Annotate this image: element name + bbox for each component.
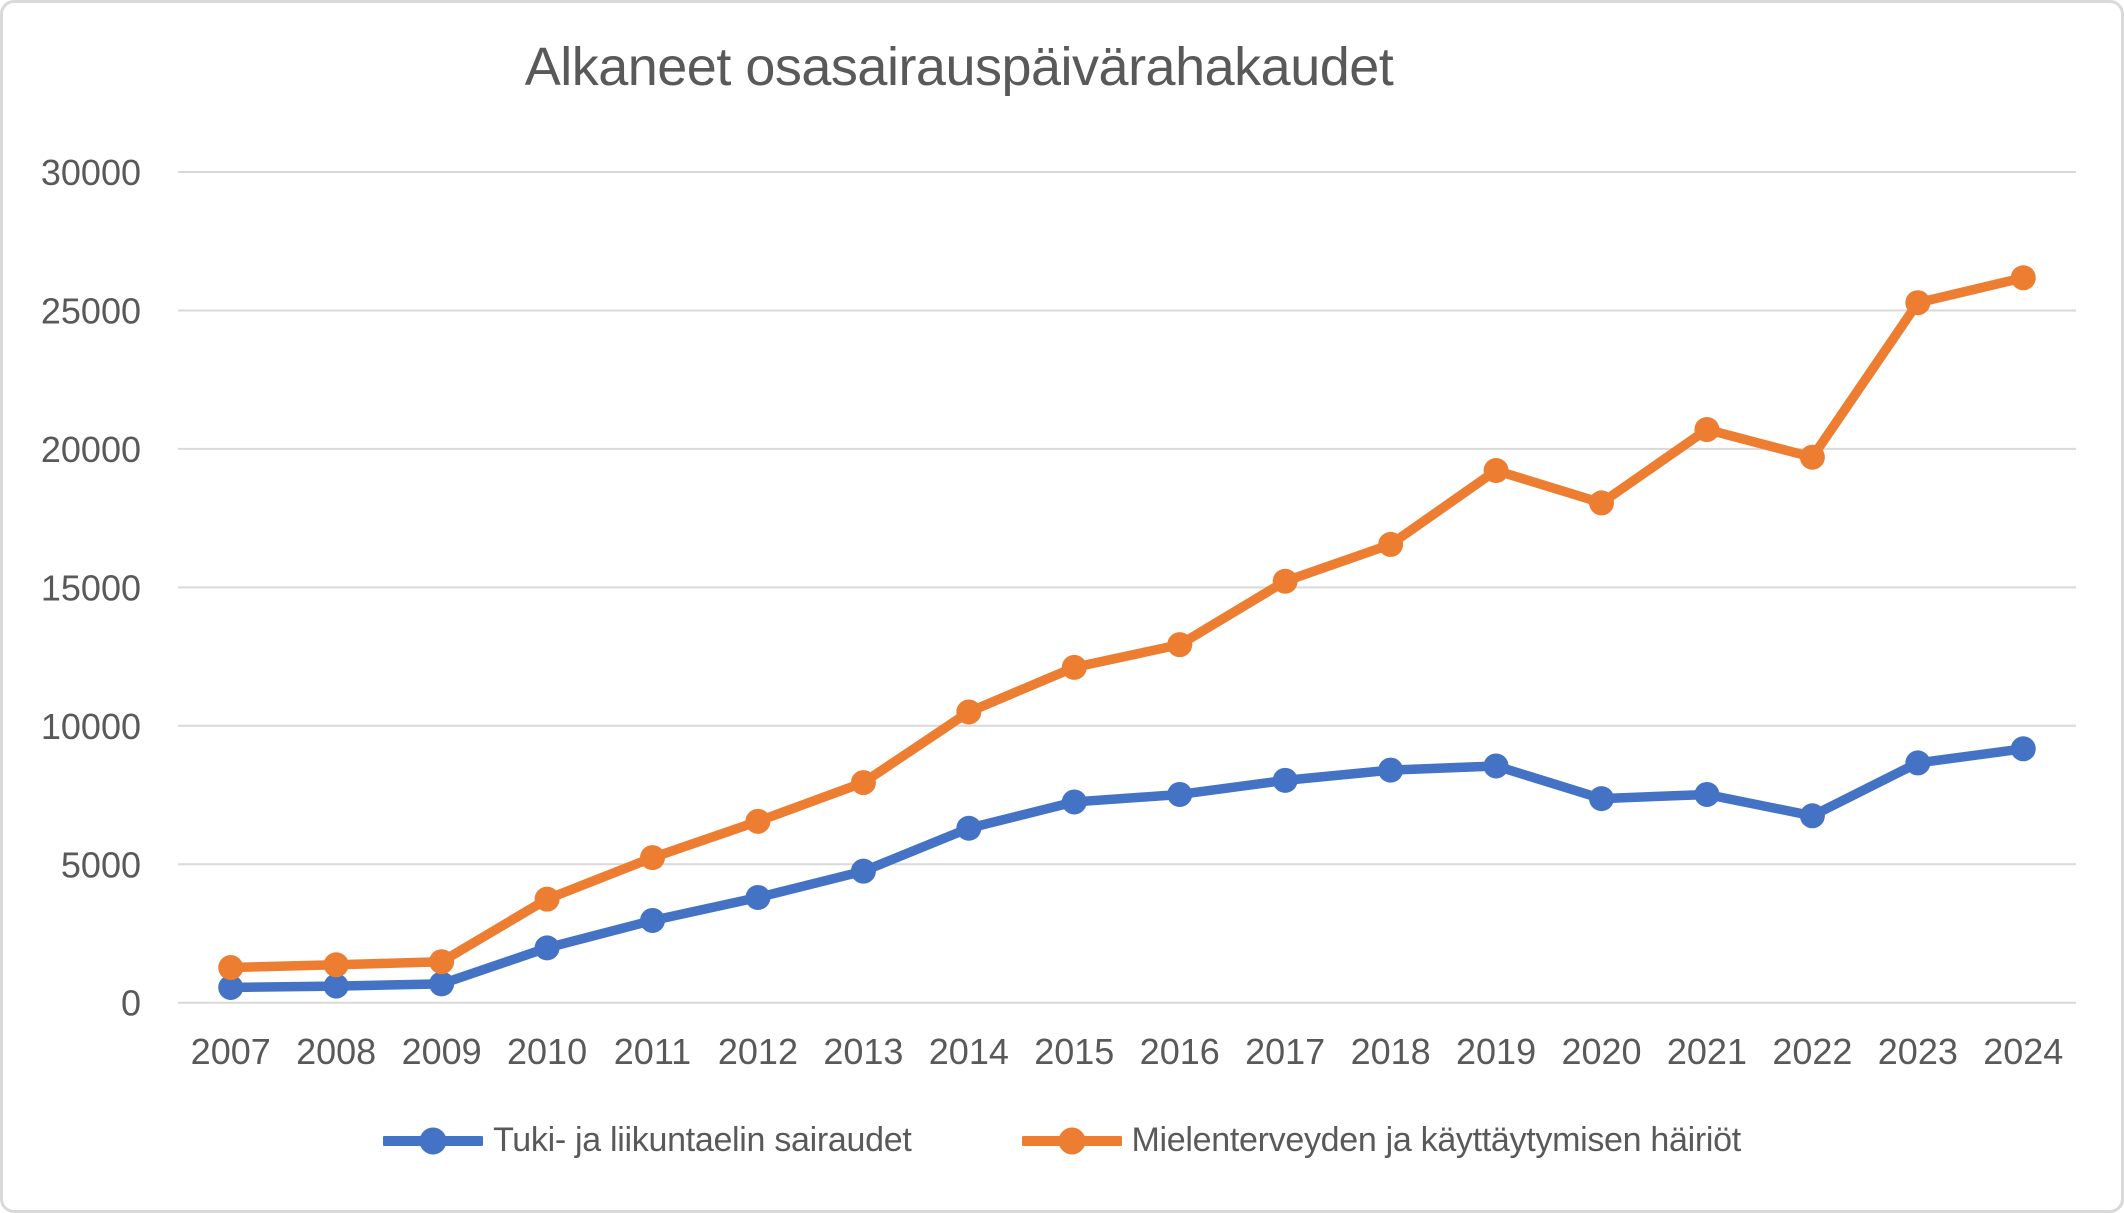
x-axis-tick-label: 2011	[614, 1031, 691, 1072]
legend-item-label: Tuki- ja liikuntaelin sairaudet	[493, 1121, 912, 1159]
y-axis-labels-group: 0 5000 10000 15000 20000 25000 30000	[41, 152, 141, 1024]
x-axis-tick-label: 2009	[402, 1031, 482, 1072]
series-group	[218, 265, 2036, 1000]
x-axis-tick-label: 2016	[1140, 1031, 1220, 1072]
data-point-marker	[429, 949, 455, 975]
data-point-marker	[323, 973, 349, 999]
data-point-marker	[2010, 736, 2036, 762]
y-axis-tick-label: 25000	[41, 290, 141, 331]
data-point-marker	[1378, 531, 1404, 557]
data-point-marker	[1167, 781, 1193, 807]
data-point-marker	[1061, 654, 1087, 680]
x-axis-tick-label: 2023	[1878, 1031, 1958, 1072]
x-axis-tick-label: 2007	[191, 1031, 271, 1072]
gridlines-group	[178, 171, 2076, 1004]
data-point-marker	[1694, 781, 1720, 807]
data-point-marker	[745, 884, 771, 910]
x-axis-tick-label: 2015	[1034, 1031, 1114, 1072]
x-axis-tick-label: 2014	[929, 1031, 1009, 1072]
x-axis-tick-label: 2013	[823, 1031, 903, 1072]
x-axis-tick-label: 2020	[1561, 1031, 1641, 1072]
legend: Tuki- ja liikuntaelin sairaudet Mielente…	[3, 1121, 2121, 1160]
data-point-marker	[1589, 786, 1614, 812]
y-axis-tick-label: 0	[121, 983, 141, 1024]
y-axis-tick-label: 5000	[61, 844, 141, 885]
data-point-marker	[2010, 265, 2036, 291]
x-axis-tick-label: 2022	[1772, 1031, 1852, 1072]
data-point-marker	[429, 971, 455, 997]
data-point-marker	[1905, 290, 1931, 316]
data-point-marker	[534, 935, 560, 961]
x-axis-tick-label: 2012	[718, 1031, 798, 1072]
data-point-marker	[1483, 457, 1509, 483]
legend-item-mental-disorders: Mielenterveyden ja käyttäytymisen häiriö…	[1021, 1121, 1742, 1160]
x-axis-labels-group: 2007 2008 2009 2010 2011 2012 2013 2014 2015 2016…	[191, 1031, 2064, 1072]
chart-title: Alkaneet osasairauspäivärahakaudet	[524, 37, 1394, 97]
x-axis-tick-label: 2024	[1983, 1031, 2063, 1072]
x-axis-tick-label: 2019	[1456, 1031, 1536, 1072]
data-point-marker	[1378, 757, 1404, 783]
data-point-marker	[534, 886, 560, 912]
x-axis-tick-label: 2017	[1245, 1031, 1325, 1072]
y-axis-tick-label: 30000	[41, 152, 141, 193]
x-axis-tick-label: 2021	[1667, 1031, 1747, 1072]
x-axis-tick-label: 2010	[507, 1031, 587, 1072]
y-axis-tick-label: 15000	[41, 567, 141, 608]
legend-item-musculoskeletal: Tuki- ja liikuntaelin sairaudet	[383, 1121, 912, 1160]
data-point-marker	[640, 907, 665, 933]
data-point-marker	[323, 952, 349, 978]
x-axis-tick-label: 2008	[296, 1031, 376, 1072]
data-point-marker	[1061, 789, 1087, 815]
series-line-0	[225, 744, 2029, 993]
data-point-marker	[1272, 568, 1298, 594]
data-point-marker	[745, 808, 771, 834]
data-point-marker	[1799, 803, 1825, 829]
legend-line-marker-icon	[1021, 1127, 1122, 1154]
y-axis-tick-label: 10000	[41, 706, 141, 747]
data-point-marker	[1589, 490, 1614, 516]
legend-item-label: Mielenterveyden ja käyttäytymisen häiriö…	[1131, 1121, 1742, 1159]
data-point-marker	[1799, 444, 1825, 470]
data-point-marker	[956, 699, 982, 725]
x-axis-tick-label: 2018	[1351, 1031, 1431, 1072]
data-point-marker	[218, 955, 244, 981]
series-line-1	[225, 273, 2029, 973]
data-point-marker	[218, 974, 244, 1000]
data-point-marker	[1167, 632, 1193, 658]
data-point-marker	[850, 858, 876, 884]
data-point-marker	[640, 845, 665, 871]
data-point-marker	[1905, 750, 1931, 776]
data-point-marker	[1694, 417, 1720, 443]
legend-line-marker-icon	[383, 1127, 484, 1154]
data-point-marker	[850, 770, 876, 796]
data-point-marker	[956, 815, 982, 841]
data-point-marker	[1483, 753, 1509, 779]
y-axis-tick-label: 20000	[41, 429, 141, 470]
data-point-marker	[1272, 767, 1298, 793]
